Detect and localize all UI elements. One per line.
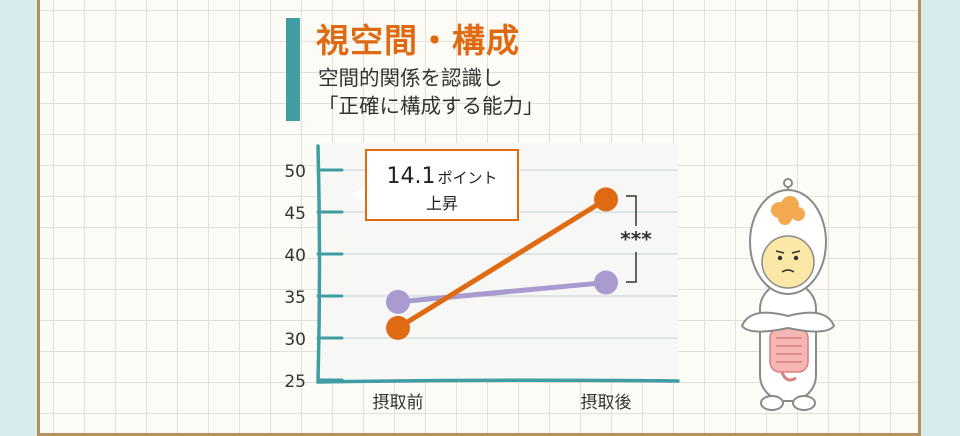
y-axis: 25 30 35 40 45 50 [284,144,344,392]
x-tick-label-2: 摂取後 [581,393,632,413]
y-tick-label-30: 30 [284,330,306,350]
bracket-lower [626,252,637,283]
gut-character-icon [740,178,836,411]
callout-box: 14.1 ポイント 上昇 [350,149,519,221]
significance-bracket: *** [620,195,652,283]
title-accent-bar [286,18,300,121]
mouth-icon [781,269,795,273]
y-tick-label-35: 35 [284,288,306,308]
series-1-point-1 [386,315,410,340]
left-eye-icon [777,255,783,261]
x-tick-label-1: 摂取前 [373,393,424,413]
subtitle-line-2: 「正確に構成する能力」 [318,94,544,118]
eyebrows-icon [775,250,801,254]
intestine-icon [769,327,809,382]
bracket-upper [626,195,637,226]
y-tick-label-40: 40 [284,246,306,266]
y-tick-label-25: 25 [284,372,306,392]
y-tick-label-50: 50 [284,162,306,182]
brain-icon [771,196,805,225]
x-axis: 摂取前 摂取後 [316,378,680,413]
callout-increase-label: 上昇 [426,194,458,213]
y-axis-line [316,144,322,384]
series-1-point-2 [594,187,618,212]
series-1-line [395,196,609,331]
page-title: 視空間・構成 [316,21,520,60]
y-tick-label-45: 45 [284,204,306,224]
significance-label: *** [620,227,652,251]
right-eye-icon [793,255,799,261]
crossed-arms-icon [740,311,836,333]
series-2-point-1 [386,289,410,314]
antenna-tip-icon [783,178,793,188]
page-subtitle: 空間的関係を認識し 「正確に構成する能力」 [318,64,544,120]
subtitle-line-1: 空間的関係を認識し [318,66,503,90]
callout-value: 14.1 ポイント [387,164,498,189]
callout-frame [365,149,519,221]
right-foot-icon [792,395,816,411]
series-2-line [395,280,609,305]
callout-pointer [350,186,368,204]
left-foot-icon [760,395,784,411]
x-axis-line [316,378,680,384]
character-face [761,235,815,289]
series-layer [386,187,618,340]
series-2-point-2 [594,270,618,295]
